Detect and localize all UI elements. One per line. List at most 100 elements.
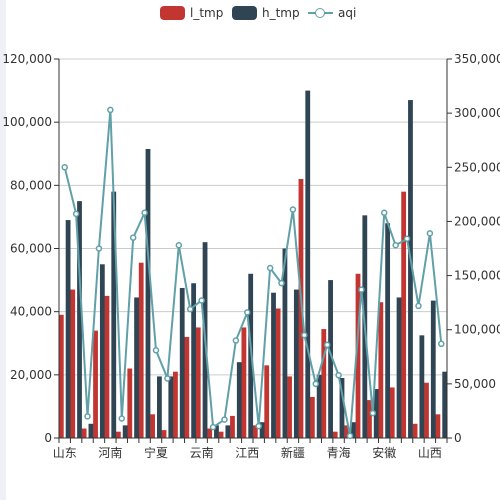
bar-h_tmp — [179, 287, 185, 438]
bar-l_tmp — [355, 273, 361, 438]
legend-label-h-tmp: h_tmp — [262, 6, 300, 20]
y-right-tick-label: 150,000 — [454, 269, 500, 283]
point-aqi — [84, 413, 91, 420]
x-tick-label: 山东 — [53, 446, 77, 460]
bar-l_tmp — [344, 425, 349, 438]
point-aqi — [175, 242, 183, 249]
point-aqi — [244, 309, 251, 316]
bar-h_tmp — [316, 374, 322, 438]
point-aqi — [380, 209, 388, 217]
bar-h_tmp — [145, 149, 151, 438]
bar-h_tmp — [88, 423, 94, 438]
point-aqi — [289, 206, 297, 213]
bar-l_tmp — [252, 425, 258, 438]
bar-h_tmp — [214, 425, 219, 438]
point-aqi — [266, 264, 274, 272]
x-tick-label: 宁夏 — [144, 445, 168, 460]
bar-l_tmp — [207, 428, 213, 438]
y-right-tick-label: 0 — [454, 431, 462, 445]
legend-swatch-l-tmp — [160, 6, 185, 20]
legend-label-l-tmp: l_tmp — [190, 6, 224, 20]
x-tick-label: 云南 — [190, 445, 214, 460]
point-aqi — [221, 416, 228, 423]
point-aqi — [278, 279, 285, 287]
bar-l_tmp — [241, 327, 247, 438]
point-aqi — [95, 245, 103, 252]
bar-l_tmp — [287, 376, 292, 438]
bar-l_tmp — [161, 430, 167, 438]
bar-l_tmp — [389, 387, 395, 438]
point-aqi — [141, 209, 148, 217]
point-aqi — [301, 331, 308, 339]
point-aqi — [164, 375, 171, 382]
bar-l_tmp — [401, 191, 407, 438]
bar-h_tmp — [351, 422, 356, 438]
legend-line-aqi-marker — [315, 8, 325, 18]
bar-h_tmp — [168, 376, 174, 438]
point-aqi — [152, 347, 160, 354]
bar-l_tmp — [321, 329, 327, 438]
bar-h_tmp — [328, 280, 333, 438]
bar-l_tmp — [70, 289, 76, 438]
x-tick-label: 山西 — [418, 446, 442, 460]
bar-h_tmp — [430, 300, 436, 438]
bar-h_tmp — [293, 289, 299, 438]
bar-l_tmp — [138, 262, 144, 438]
bar-l_tmp — [378, 302, 384, 438]
point-aqi — [358, 286, 365, 293]
point-aqi — [198, 297, 205, 304]
y-left-tick-label: 40,000 — [10, 305, 52, 319]
bar-h_tmp — [408, 100, 413, 438]
bar-h_tmp — [65, 220, 71, 438]
bar-h_tmp — [442, 371, 448, 438]
bar-l_tmp — [412, 423, 418, 438]
point-aqi — [392, 242, 399, 249]
bar-l_tmp — [367, 400, 372, 438]
point-aqi — [335, 371, 342, 379]
bar-l_tmp — [275, 308, 281, 438]
bar-l_tmp — [150, 414, 155, 438]
y-left-tick-label: 60,000 — [10, 242, 52, 256]
bar-h_tmp — [122, 425, 128, 438]
y-left-tick-label: 120,000 — [2, 52, 52, 66]
y-right-tick-label: 250,000 — [454, 160, 500, 174]
point-aqi — [312, 380, 320, 388]
legend-item-aqi[interactable]: aqi — [308, 3, 356, 23]
y-left-tick-label: 20,000 — [10, 368, 52, 382]
legend-label-aqi: aqi — [338, 6, 357, 20]
y-right-tick-label: 100,000 — [454, 323, 500, 337]
y-right-tick-label: 300,000 — [454, 106, 500, 120]
line-aqi — [63, 109, 443, 436]
bar-l_tmp — [424, 382, 429, 438]
point-aqi — [403, 235, 411, 243]
bar-h_tmp — [282, 248, 288, 438]
y-right-tick-label: 200,000 — [454, 214, 500, 228]
bar-h_tmp — [236, 362, 242, 438]
bar-l_tmp — [104, 295, 110, 438]
point-aqi — [72, 210, 80, 218]
legend-item-h-tmp[interactable]: h_tmp — [232, 3, 300, 23]
y-left-tick-label: 100,000 — [2, 115, 52, 129]
point-aqi — [129, 234, 137, 241]
point-aqi — [426, 230, 434, 237]
bar-h_tmp — [157, 376, 162, 438]
x-tick-label: 江西 — [235, 446, 259, 460]
window-edge-strip — [0, 0, 6, 500]
legend-item-l-tmp[interactable]: l_tmp — [160, 3, 223, 23]
bar-l_tmp — [195, 327, 201, 438]
bar-h_tmp — [339, 377, 345, 438]
bar-l_tmp — [435, 414, 441, 438]
point-aqi — [209, 423, 217, 431]
point-aqi — [369, 409, 377, 417]
bar-l_tmp — [184, 336, 190, 438]
x-tick-label: 安徽 — [372, 445, 396, 460]
point-aqi — [346, 432, 354, 440]
chart-legend: l_tmp h_tmp aqi — [0, 3, 500, 23]
point-aqi — [61, 164, 68, 171]
x-tick-label: 新疆 — [281, 445, 305, 460]
x-tick-label: 河南 — [98, 445, 122, 460]
bar-l_tmp — [93, 330, 98, 438]
bar-l_tmp — [173, 371, 178, 438]
y-left-tick-label: 0 — [44, 431, 52, 445]
point-aqi — [186, 305, 194, 313]
